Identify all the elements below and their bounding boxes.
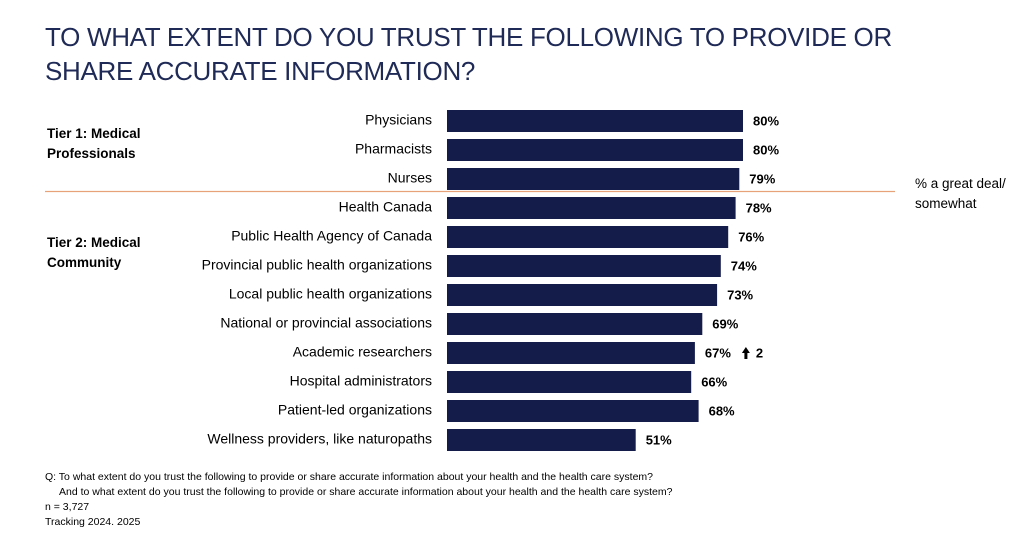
bar (447, 197, 736, 219)
change-arrow (741, 347, 750, 359)
value-label: 51% (646, 432, 672, 447)
category-label: Hospital administrators (290, 373, 432, 389)
value-label: 78% (746, 200, 772, 215)
bar (447, 371, 692, 393)
value-label: 66% (701, 374, 727, 389)
category-label: Nurses (388, 170, 432, 186)
bar (447, 400, 699, 422)
category-label: Physicians (365, 112, 432, 128)
note: And to what extent do you trust the foll… (59, 486, 673, 498)
bar (447, 168, 740, 190)
value-label: 76% (738, 229, 764, 244)
chart-title: TO WHAT EXTENT DO YOU TRUST THE FOLLOWIN… (45, 22, 892, 86)
bar (447, 342, 695, 364)
value-label: 74% (731, 258, 757, 273)
category-label: Local public health organizations (229, 286, 432, 302)
value-label: 68% (709, 403, 735, 418)
value-label: 73% (727, 287, 753, 302)
bar (447, 110, 743, 132)
category-label: Patient-led organizations (278, 402, 432, 418)
group-label: Tier 2: Medical Community (47, 235, 141, 270)
group-label: Tier 1: Medical Professionals (47, 126, 141, 161)
bar (447, 255, 721, 277)
bar (447, 139, 743, 161)
value-label: 80% (753, 142, 779, 157)
value-label: 69% (712, 316, 738, 331)
notes: Q: To what extent do you trust the follo… (45, 470, 672, 530)
bar (447, 284, 718, 306)
category-label: Academic researchers (293, 344, 432, 360)
category-label: Public Health Agency of Canada (231, 228, 432, 244)
value-label: 67% (705, 345, 731, 360)
category-label: Health Canada (339, 199, 433, 215)
note: Tracking 2024. 2025 (45, 516, 141, 528)
note: Q: To what extent do you trust the follo… (45, 471, 653, 483)
measure-note: % a great deal/ somewhat (915, 176, 1006, 211)
note: n = 3,727 (45, 501, 90, 513)
value-label: 79% (749, 171, 775, 186)
bar (447, 313, 703, 335)
value-label: 80% (753, 113, 779, 128)
change-label: 2 (756, 345, 763, 360)
category-label: Wellness providers, like naturopaths (207, 431, 432, 447)
category-label: Pharmacists (355, 141, 432, 157)
category-label: Provincial public health organizations (202, 257, 432, 273)
bar (447, 429, 636, 451)
bar (447, 226, 729, 248)
category-label: National or provincial associations (220, 315, 432, 331)
